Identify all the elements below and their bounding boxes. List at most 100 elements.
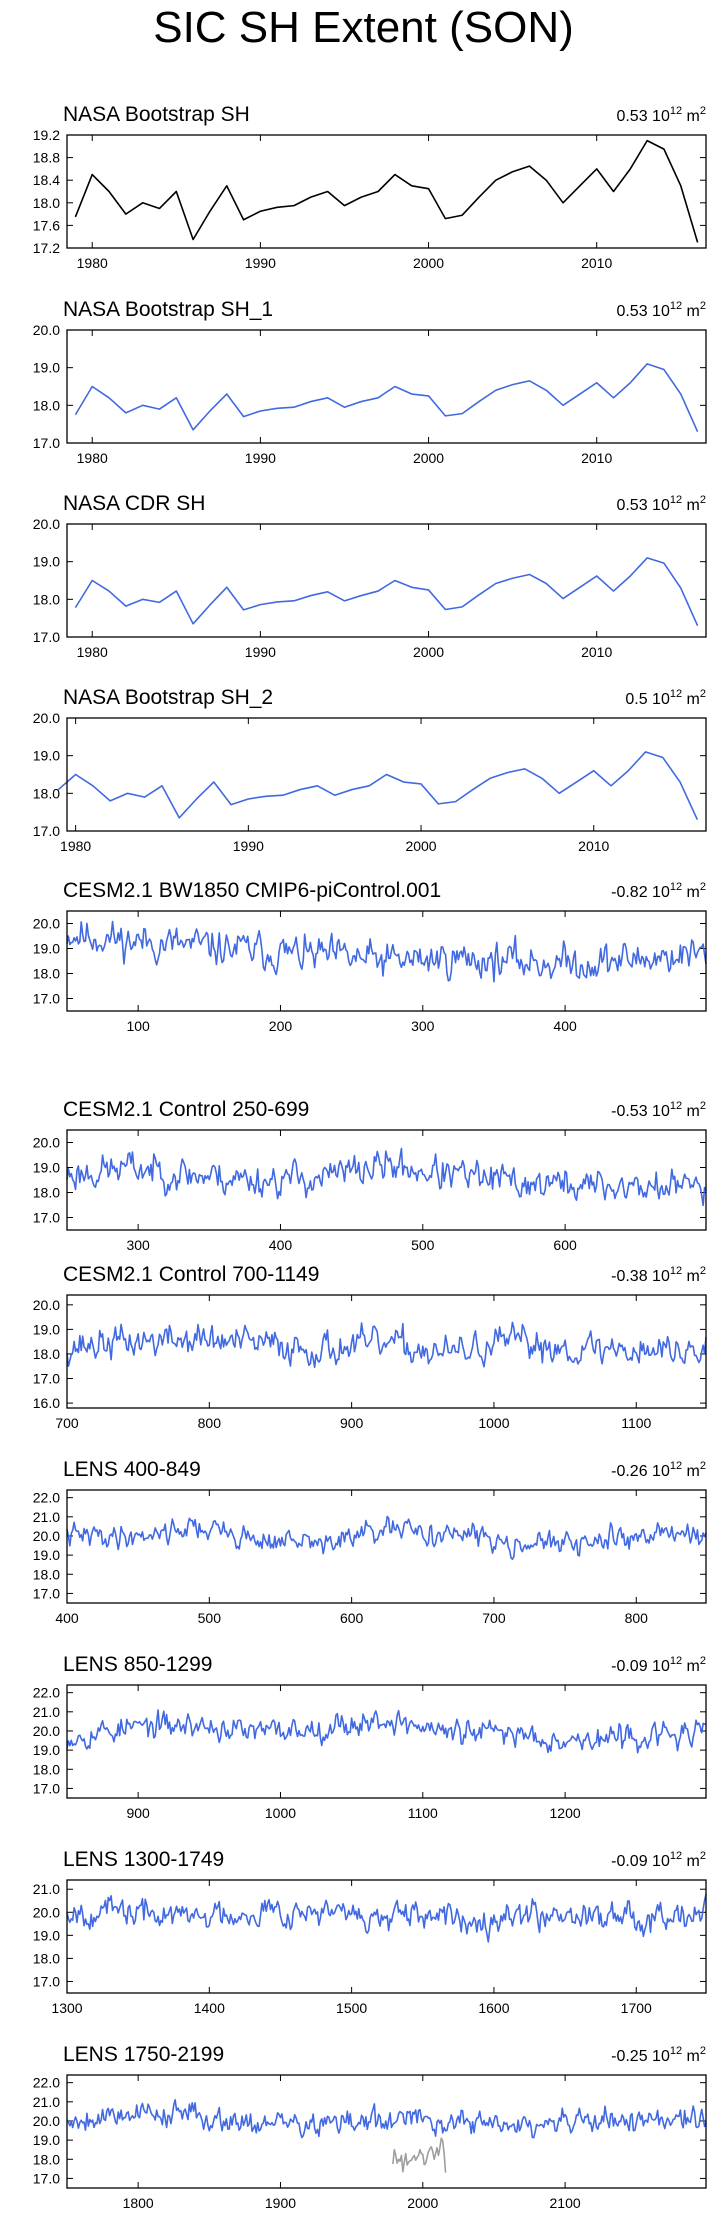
y-tick-label: 18.0 bbox=[33, 1346, 60, 1362]
series-line-model bbox=[66, 1321, 707, 1369]
y-tick-label: 20.0 bbox=[33, 322, 60, 338]
x-tick-label: 2000 bbox=[413, 644, 444, 660]
x-tick-label: 400 bbox=[553, 1018, 577, 1034]
y-tick-label: 20.0 bbox=[33, 1297, 60, 1313]
x-tick-label: 1000 bbox=[478, 1415, 509, 1431]
chart-panel: NASA Bootstrap SH_2 0.5 1012 m2 17.0 18.0 19… bbox=[33, 686, 707, 854]
chart-panel: NASA CDR SH 0.53 1012 m2 17.0 18.0 19.0 20.0 1… bbox=[33, 492, 707, 660]
y-tick-label: 17.0 bbox=[33, 991, 60, 1007]
y-tick-label: 18.0 bbox=[33, 397, 60, 413]
x-tick-label: 400 bbox=[55, 1610, 79, 1626]
x-tick-label: 2000 bbox=[413, 255, 444, 271]
scale-exponent: 12 bbox=[670, 688, 682, 700]
x-tick-label: 400 bbox=[269, 1237, 293, 1253]
series-line-obs bbox=[392, 2137, 447, 2173]
x-tick-label: 1200 bbox=[550, 1805, 581, 1821]
y-tick-label: 19.0 bbox=[33, 1927, 60, 1943]
scale-unit-exponent: 2 bbox=[700, 1460, 706, 1472]
scale-exponent: 12 bbox=[670, 1100, 682, 1112]
x-tick-label: 600 bbox=[340, 1610, 364, 1626]
scale-unit-exponent: 2 bbox=[700, 300, 706, 312]
y-tick-label: 22.0 bbox=[33, 1685, 60, 1701]
y-tick-label: 19.0 bbox=[33, 1160, 60, 1176]
panel-title: CESM2.1 Control 250-699 bbox=[63, 1098, 309, 1121]
y-tick-label: 21.0 bbox=[33, 1509, 60, 1525]
x-tick-label: 1600 bbox=[478, 2000, 509, 2016]
chart-panel: CESM2.1 Control 250-699 -0.53 1012 m2 17.0… bbox=[33, 1098, 707, 1253]
plot-frame bbox=[66, 1684, 707, 1799]
x-tick-label: 900 bbox=[126, 1805, 150, 1821]
y-tick-label: 17.0 bbox=[33, 1585, 60, 1601]
x-tick-label: 500 bbox=[198, 1610, 222, 1626]
chart-panel: LENS 850-1299 -0.09 1012 m2 17.0 18.0 19.0 20… bbox=[33, 1653, 707, 1821]
chart-panel: LENS 400-849 -0.26 1012 m2 17.0 18.0 19.0 20.… bbox=[33, 1458, 707, 1626]
panel-scale-label: -0.53 1012 m2 bbox=[611, 1100, 706, 1120]
y-tick-label: 20.0 bbox=[33, 1723, 60, 1739]
panel-title: LENS 1750-2199 bbox=[63, 2043, 224, 2066]
x-tick-label: 1800 bbox=[123, 2195, 154, 2211]
series-line-model bbox=[57, 751, 699, 821]
y-tick-label: 22.0 bbox=[33, 1490, 60, 1506]
scale-unit-exponent: 2 bbox=[700, 1100, 706, 1112]
x-tick-label: 800 bbox=[625, 1610, 649, 1626]
x-tick-label: 1990 bbox=[233, 838, 264, 854]
panel-scale-label: -0.09 1012 m2 bbox=[611, 1655, 706, 1675]
y-tick-label: 19.0 bbox=[33, 2132, 60, 2148]
scale-value: 0.5 10 bbox=[625, 691, 670, 708]
panel-scale-label: -0.26 1012 m2 bbox=[611, 1460, 706, 1480]
y-tick-label: 18.4 bbox=[33, 172, 60, 188]
panel-title: NASA CDR SH bbox=[63, 492, 205, 515]
scale-unit: m bbox=[682, 2048, 700, 2065]
scale-unit-exponent: 2 bbox=[700, 105, 706, 117]
y-tick-label: 18.0 bbox=[33, 591, 60, 607]
y-tick-label: 18.0 bbox=[33, 2151, 60, 2167]
y-tick-label: 19.0 bbox=[33, 748, 60, 764]
panel-title: LENS 400-849 bbox=[63, 1458, 201, 1481]
x-tick-label: 2100 bbox=[550, 2195, 581, 2211]
x-tick-label: 1300 bbox=[51, 2000, 82, 2016]
series-line-model bbox=[66, 2099, 707, 2139]
scale-exponent: 12 bbox=[670, 1655, 682, 1667]
y-tick-label: 19.0 bbox=[33, 1321, 60, 1337]
x-tick-label: 900 bbox=[340, 1415, 364, 1431]
x-tick-label: 500 bbox=[411, 1237, 435, 1253]
panel-title: LENS 850-1299 bbox=[63, 1653, 212, 1676]
y-tick-label: 20.0 bbox=[33, 516, 60, 532]
series-line-model bbox=[66, 1709, 707, 1754]
x-tick-label: 1700 bbox=[621, 2000, 652, 2016]
y-tick-label: 21.0 bbox=[33, 1704, 60, 1720]
y-tick-label: 20.0 bbox=[33, 710, 60, 726]
y-tick-label: 19.0 bbox=[33, 554, 60, 570]
scale-unit: m bbox=[682, 108, 700, 125]
plot-frame bbox=[66, 329, 707, 444]
scale-unit: m bbox=[682, 1658, 700, 1675]
x-tick-label: 1100 bbox=[621, 1415, 651, 1431]
chart-panel: LENS 1300-1749 -0.09 1012 m2 17.0 18.0 19.0 2… bbox=[33, 1848, 707, 2016]
scale-exponent: 12 bbox=[670, 105, 682, 117]
scale-value: -0.53 10 bbox=[611, 1103, 670, 1120]
scale-unit-exponent: 2 bbox=[700, 688, 706, 700]
scale-exponent: 12 bbox=[670, 1850, 682, 1862]
scale-unit-exponent: 2 bbox=[700, 881, 706, 893]
y-tick-label: 17.0 bbox=[33, 435, 60, 451]
plot-frame bbox=[66, 1129, 707, 1231]
scale-value: -0.09 10 bbox=[611, 1853, 670, 1870]
y-tick-label: 18.0 bbox=[33, 1185, 60, 1201]
series-line-model bbox=[74, 363, 699, 433]
y-tick-label: 21.0 bbox=[33, 2094, 60, 2110]
scale-exponent: 12 bbox=[670, 300, 682, 312]
plot-frame bbox=[66, 717, 707, 832]
panel-title: NASA Bootstrap SH bbox=[63, 103, 250, 126]
y-tick-label: 20.0 bbox=[33, 1528, 60, 1544]
series-line-model bbox=[66, 1515, 707, 1561]
panel-scale-label: 0.53 1012 m2 bbox=[616, 300, 706, 320]
x-tick-label: 1990 bbox=[245, 450, 276, 466]
plot-frame bbox=[66, 523, 707, 638]
scale-exponent: 12 bbox=[670, 1265, 682, 1277]
scale-unit: m bbox=[682, 691, 700, 708]
scale-unit: m bbox=[682, 1463, 700, 1480]
scale-unit: m bbox=[682, 884, 700, 901]
y-tick-label: 17.0 bbox=[33, 1780, 60, 1796]
y-tick-label: 19.0 bbox=[33, 1547, 60, 1563]
